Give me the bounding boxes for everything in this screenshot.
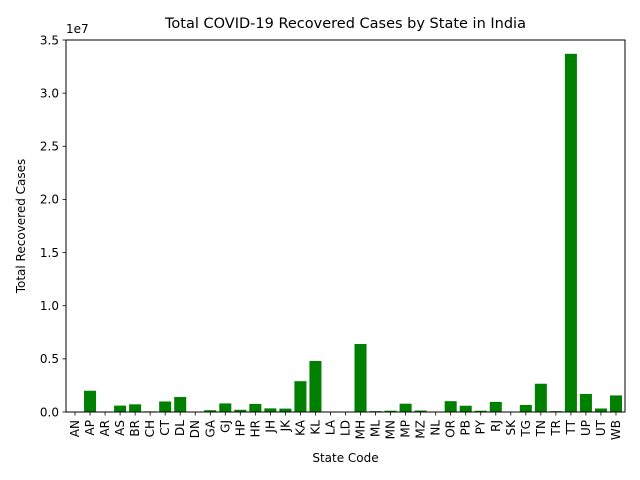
x-tick-label: TN	[534, 420, 548, 437]
bar-CT	[159, 401, 172, 412]
x-tick-label: UP	[579, 420, 593, 436]
x-tick-label: AP	[83, 420, 97, 435]
y-tick-label: 1.5	[40, 246, 59, 260]
x-tick-label: MN	[384, 420, 398, 439]
bar-HP	[234, 409, 247, 412]
y-tick-label: 3.0	[40, 86, 59, 100]
bar-PY	[474, 410, 487, 412]
y-tick-label: 1.0	[40, 299, 59, 313]
chart-title: Total COVID-19 Recovered Cases by State …	[164, 16, 526, 32]
x-tick-label: HR	[248, 420, 262, 437]
x-tick-label: GA	[203, 419, 217, 437]
x-tick-label: NL	[429, 420, 443, 436]
bar-MP	[399, 403, 412, 412]
x-tick-label: LD	[339, 420, 353, 436]
y-axis-offset-label: 1e7	[66, 22, 89, 36]
bar-PB	[459, 405, 472, 412]
y-axis-label: Total Recovered Cases	[14, 159, 28, 295]
y-tick-label: 2.5	[40, 140, 59, 154]
x-tick-label: WB	[609, 420, 623, 440]
x-tick-label: BR	[128, 420, 142, 437]
bar-GJ	[219, 403, 232, 412]
x-tick-label: GJ	[218, 420, 232, 433]
bar-UT	[594, 408, 607, 412]
bar-MH	[354, 343, 367, 412]
bar-BR	[129, 404, 142, 412]
x-tick-label: ML	[369, 420, 383, 437]
x-tick-label: PY	[474, 419, 488, 434]
bar-MN	[384, 410, 397, 412]
x-tick-label: RJ	[489, 420, 503, 432]
bar-JK	[279, 408, 292, 412]
bar-KA	[294, 381, 307, 412]
x-tick-label: TG	[519, 420, 533, 438]
y-axis: 0.0 0.5 1.0 1.5 2.0 2.5 3.0 3.5	[40, 33, 66, 419]
x-tick-label: UT	[594, 419, 608, 436]
bar-AS	[114, 405, 127, 412]
bar-TT	[564, 53, 577, 413]
bar-JH	[264, 408, 277, 412]
x-tick-label: DL	[173, 420, 187, 436]
x-tick-label: HP	[233, 420, 247, 436]
x-tick-label: SK	[504, 419, 518, 436]
y-tick-label: 2.0	[40, 193, 59, 207]
x-tick-label: KA	[293, 419, 307, 436]
x-tick-label: CH	[143, 420, 157, 437]
x-tick-label: DN	[188, 420, 202, 438]
x-axis: AN AP AR AS BR CH CT DL DN GA GJ HP HR JH JK KA KL LA LD MH…	[68, 412, 623, 440]
x-tick-label: AS	[113, 420, 127, 436]
bar-KL	[309, 360, 322, 412]
bar-TG	[519, 404, 532, 412]
bar-DL	[174, 397, 187, 412]
bar-GA	[204, 410, 217, 412]
bar-WB	[609, 395, 622, 412]
bar-MZ	[414, 410, 427, 412]
x-tick-label: AN	[68, 420, 82, 437]
x-tick-label: MH	[354, 420, 368, 439]
x-tick-label: AR	[98, 420, 112, 437]
x-tick-label: JK	[278, 419, 292, 433]
bar-RJ	[489, 401, 502, 412]
x-tick-label: PB	[459, 420, 473, 435]
x-tick-label: MP	[399, 420, 413, 438]
x-tick-label: TT	[564, 419, 578, 435]
bar-OR	[444, 401, 457, 412]
x-tick-label: KL	[308, 420, 322, 435]
x-tick-label: MZ	[414, 420, 428, 439]
plot-frame	[65, 39, 626, 413]
x-tick-label: OR	[444, 420, 458, 438]
bar-TN	[534, 383, 547, 412]
bar-AP	[84, 390, 97, 412]
bars-group	[69, 53, 622, 413]
y-tick-label: 0.5	[40, 352, 59, 366]
x-tick-label: JH	[263, 420, 277, 434]
x-tick-label: CT	[158, 419, 172, 435]
x-tick-label: LA	[323, 419, 337, 435]
bar-UP	[579, 393, 592, 412]
y-tick-label: 3.5	[40, 33, 59, 47]
x-tick-label: TR	[549, 420, 563, 437]
x-axis-label: State Code	[312, 451, 378, 465]
bar-HR	[249, 403, 262, 412]
y-tick-label: 0.0	[40, 405, 59, 419]
